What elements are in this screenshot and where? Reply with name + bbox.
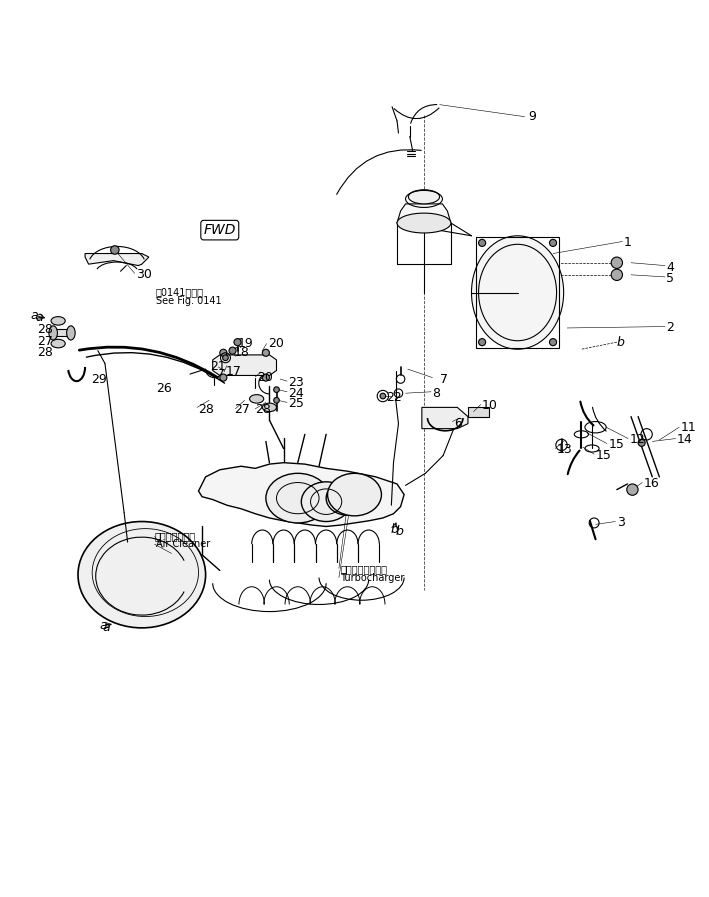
Ellipse shape (471, 236, 564, 349)
Circle shape (380, 393, 386, 399)
Text: 28: 28 (255, 403, 271, 416)
Ellipse shape (67, 326, 75, 340)
Text: b: b (390, 523, 398, 536)
Ellipse shape (78, 521, 206, 628)
Circle shape (611, 257, 623, 268)
Circle shape (111, 246, 119, 254)
Polygon shape (468, 407, 489, 416)
Text: 20: 20 (268, 337, 284, 350)
Text: 1: 1 (624, 237, 632, 249)
Circle shape (549, 239, 557, 247)
Text: エアークリーナ: エアークリーナ (155, 531, 196, 542)
Text: 20: 20 (257, 371, 272, 384)
Circle shape (627, 484, 638, 495)
Circle shape (549, 338, 557, 345)
Circle shape (479, 239, 486, 247)
Text: 15: 15 (608, 439, 624, 451)
Text: b: b (396, 525, 403, 538)
Text: 第0141図参照: 第0141図参照 (156, 288, 204, 298)
Text: 30: 30 (136, 268, 152, 282)
Text: 23: 23 (289, 376, 304, 389)
Polygon shape (213, 355, 277, 376)
Text: 27: 27 (234, 403, 250, 416)
Text: 8: 8 (432, 387, 440, 400)
Text: See Fig. 0141: See Fig. 0141 (156, 296, 222, 306)
Ellipse shape (250, 395, 264, 403)
Text: Air Cleaner: Air Cleaner (156, 539, 211, 549)
Text: a: a (30, 309, 38, 322)
Text: b: b (617, 335, 625, 349)
Text: 25: 25 (289, 397, 304, 410)
Text: 18: 18 (234, 346, 250, 360)
Ellipse shape (328, 474, 381, 516)
Text: 26: 26 (156, 382, 172, 395)
Text: ターボチャージャ: ターボチャージャ (340, 564, 387, 574)
Text: 4: 4 (666, 261, 674, 274)
Text: 5: 5 (666, 272, 674, 285)
Text: 27: 27 (37, 335, 52, 348)
Text: 22: 22 (386, 391, 402, 404)
Text: a: a (35, 311, 43, 324)
Circle shape (220, 374, 227, 381)
Ellipse shape (301, 482, 351, 521)
Circle shape (262, 374, 269, 381)
Text: 28: 28 (37, 346, 52, 360)
Polygon shape (397, 204, 451, 223)
Text: 7: 7 (440, 372, 447, 386)
Ellipse shape (326, 481, 369, 515)
Polygon shape (53, 329, 71, 336)
Circle shape (229, 347, 236, 354)
Ellipse shape (408, 189, 440, 204)
Ellipse shape (266, 474, 330, 523)
Text: 19: 19 (238, 337, 253, 350)
Circle shape (479, 338, 486, 345)
Text: 11: 11 (681, 421, 696, 434)
Text: 14: 14 (677, 433, 693, 447)
Text: FWD: FWD (203, 223, 236, 237)
Polygon shape (199, 463, 404, 527)
Circle shape (262, 349, 269, 356)
Text: 6: 6 (454, 417, 462, 431)
Circle shape (234, 338, 241, 345)
Text: 21: 21 (210, 361, 225, 373)
Text: 28: 28 (37, 323, 52, 335)
Circle shape (274, 387, 279, 393)
Ellipse shape (397, 213, 451, 233)
Text: 3: 3 (617, 517, 625, 529)
Circle shape (274, 397, 279, 403)
Circle shape (638, 440, 645, 447)
Text: Turbocharger: Turbocharger (340, 572, 405, 582)
Text: 29: 29 (91, 372, 106, 386)
Text: 2: 2 (666, 321, 674, 335)
Text: 16: 16 (644, 477, 659, 491)
Circle shape (611, 269, 623, 281)
Text: 13: 13 (557, 443, 572, 457)
Text: 9: 9 (528, 110, 536, 123)
Polygon shape (85, 254, 149, 266)
Ellipse shape (262, 403, 277, 412)
Text: 12: 12 (630, 433, 645, 447)
Text: 28: 28 (199, 403, 214, 416)
Ellipse shape (49, 326, 57, 340)
Circle shape (223, 355, 228, 361)
Text: 24: 24 (289, 387, 304, 400)
Text: 15: 15 (596, 449, 611, 462)
Circle shape (220, 349, 227, 356)
Ellipse shape (51, 339, 65, 348)
Ellipse shape (51, 317, 65, 325)
Text: a: a (103, 621, 111, 633)
Text: a: a (99, 619, 106, 632)
Text: 10: 10 (482, 399, 498, 413)
Text: 17: 17 (225, 365, 241, 379)
Polygon shape (422, 407, 468, 429)
